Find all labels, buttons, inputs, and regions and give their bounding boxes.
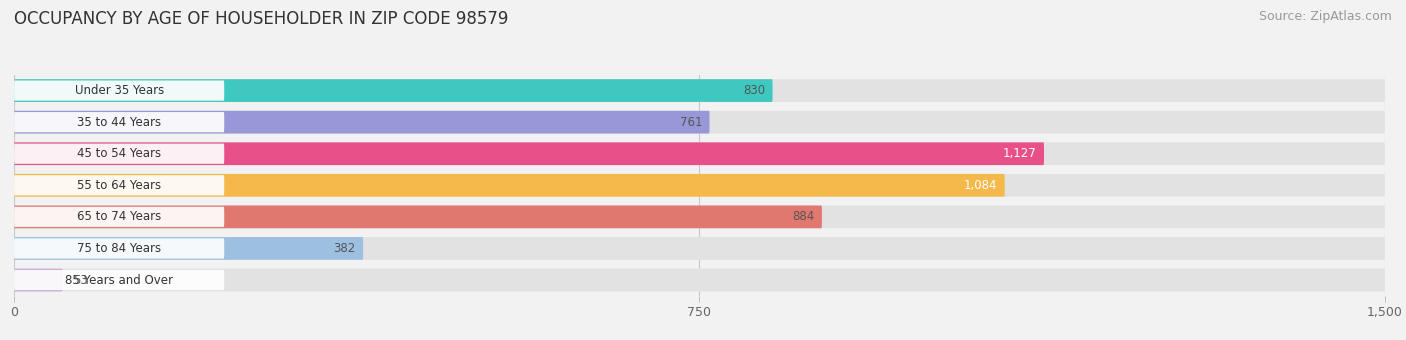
- Text: 85 Years and Over: 85 Years and Over: [65, 273, 173, 287]
- FancyBboxPatch shape: [14, 81, 225, 101]
- FancyBboxPatch shape: [14, 174, 1385, 197]
- Text: Under 35 Years: Under 35 Years: [75, 84, 163, 97]
- FancyBboxPatch shape: [14, 79, 773, 102]
- FancyBboxPatch shape: [14, 238, 225, 258]
- Text: 1,084: 1,084: [965, 179, 997, 192]
- FancyBboxPatch shape: [14, 142, 1045, 165]
- FancyBboxPatch shape: [14, 237, 1385, 260]
- FancyBboxPatch shape: [14, 174, 1005, 197]
- FancyBboxPatch shape: [14, 111, 710, 134]
- Text: 45 to 54 Years: 45 to 54 Years: [77, 147, 162, 160]
- Text: 65 to 74 Years: 65 to 74 Years: [77, 210, 162, 223]
- Text: 55 to 64 Years: 55 to 64 Years: [77, 179, 162, 192]
- FancyBboxPatch shape: [14, 207, 225, 227]
- Text: 35 to 44 Years: 35 to 44 Years: [77, 116, 162, 129]
- Text: 382: 382: [333, 242, 356, 255]
- Text: 1,127: 1,127: [1002, 147, 1036, 160]
- Text: 884: 884: [793, 210, 814, 223]
- FancyBboxPatch shape: [14, 111, 1385, 134]
- Text: 761: 761: [679, 116, 702, 129]
- Text: 75 to 84 Years: 75 to 84 Years: [77, 242, 162, 255]
- FancyBboxPatch shape: [14, 205, 823, 228]
- FancyBboxPatch shape: [14, 142, 1385, 165]
- FancyBboxPatch shape: [14, 269, 1385, 291]
- Text: 53: 53: [73, 273, 89, 287]
- Text: Source: ZipAtlas.com: Source: ZipAtlas.com: [1258, 10, 1392, 23]
- FancyBboxPatch shape: [14, 79, 1385, 102]
- FancyBboxPatch shape: [14, 270, 225, 290]
- Text: 830: 830: [744, 84, 765, 97]
- FancyBboxPatch shape: [14, 205, 1385, 228]
- FancyBboxPatch shape: [14, 175, 225, 195]
- FancyBboxPatch shape: [14, 112, 225, 132]
- Text: OCCUPANCY BY AGE OF HOUSEHOLDER IN ZIP CODE 98579: OCCUPANCY BY AGE OF HOUSEHOLDER IN ZIP C…: [14, 10, 509, 28]
- FancyBboxPatch shape: [14, 237, 363, 260]
- FancyBboxPatch shape: [14, 143, 225, 164]
- FancyBboxPatch shape: [14, 269, 62, 291]
